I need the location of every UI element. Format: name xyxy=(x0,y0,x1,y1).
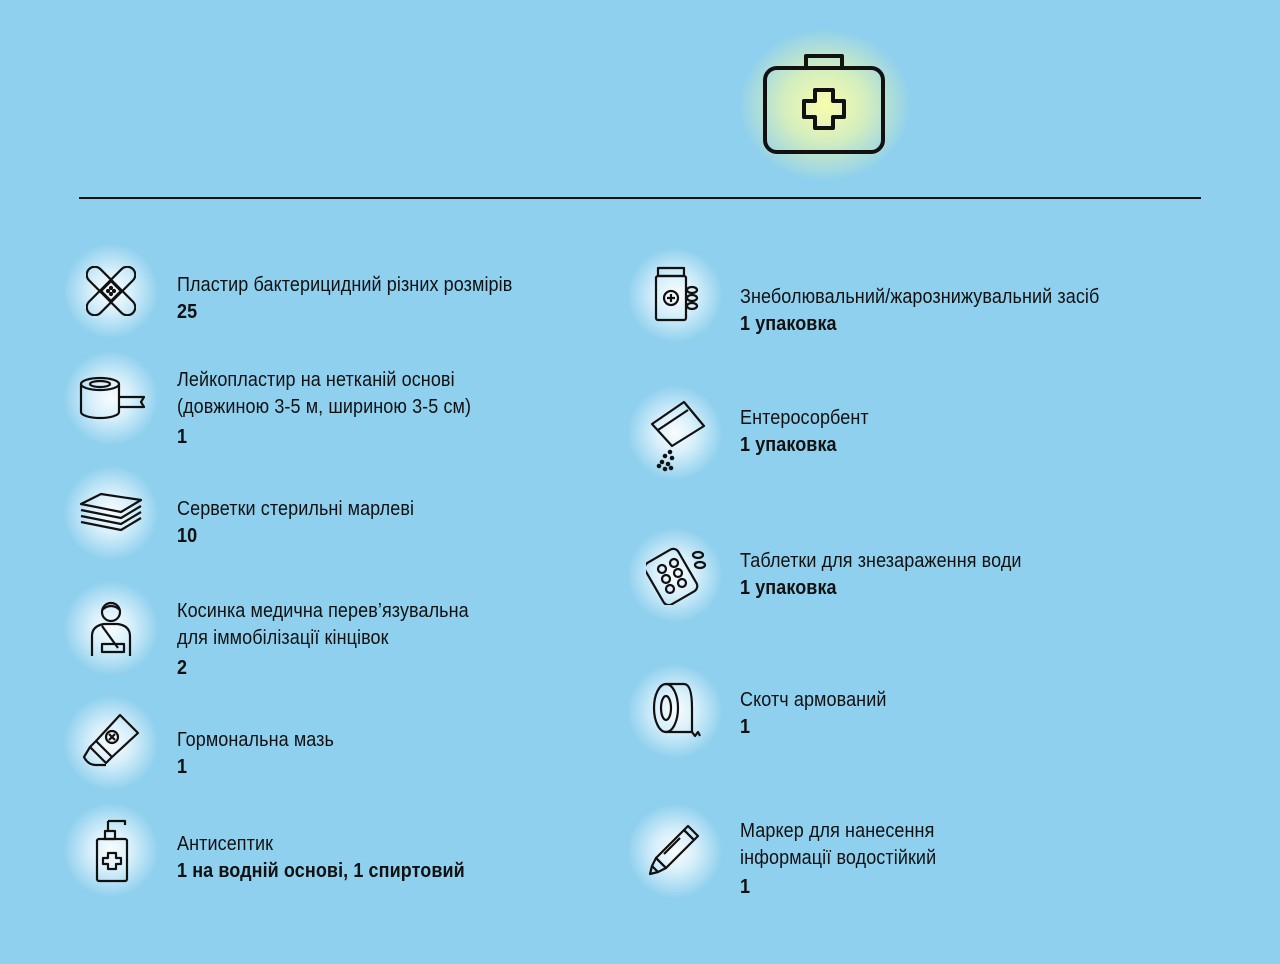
icon-glow xyxy=(63,580,159,676)
item-quantity: 1 xyxy=(177,756,188,778)
header-divider xyxy=(79,197,1201,199)
item-quantity: 1 упаковка xyxy=(740,577,837,599)
item-enterosorbent: Ентеросорбент 1 упаковка xyxy=(740,405,869,459)
item-quantity: 10 xyxy=(177,525,198,547)
item-label: для іммобілізації кінцівок xyxy=(177,627,389,649)
tablet-blister-icon xyxy=(646,545,708,605)
item-gauze-napkins: Серветки стерильні марлеві 10 xyxy=(177,496,414,550)
item-waterproof-marker: Маркер для нанесення інформації водостій… xyxy=(740,818,936,901)
item-water-tablets: Таблетки для знезараження води 1 упаковк… xyxy=(740,548,1022,602)
item-label: Ентеросорбент xyxy=(740,407,869,429)
item-quantity: 1 на водній основі, 1 спиртовий xyxy=(177,860,465,882)
item-label: (довжиною 3-5 м, шириною 3-5 см) xyxy=(177,396,472,418)
first-aid-kit-icon xyxy=(762,50,886,161)
item-quantity: 25 xyxy=(177,301,198,323)
item-label: Серветки стерильні марлеві xyxy=(177,498,415,520)
item-label: інформації водостійкий xyxy=(740,847,937,869)
icon-glow xyxy=(627,803,723,899)
powder-sachet-icon xyxy=(650,400,706,472)
icon-glow xyxy=(63,243,159,339)
ointment-tube-icon xyxy=(82,713,140,771)
antiseptic-bottle-icon xyxy=(95,819,129,883)
item-label: Маркер для нанесення xyxy=(740,820,935,842)
item-reinforced-tape: Скотч армований 1 xyxy=(740,687,887,741)
item-label: Лейкопластир на нетканій основі xyxy=(177,369,455,391)
icon-glow xyxy=(627,385,723,481)
item-quantity: 1 xyxy=(177,426,188,448)
adhesive-tape-roll-icon xyxy=(78,373,148,423)
item-antiseptic: Антисептик 1 на водній основі, 1 спиртов… xyxy=(177,831,465,885)
item-adhesive-plaster: Лейкопластир на нетканій основі (довжино… xyxy=(177,367,471,451)
item-label: Таблетки для знезараження води xyxy=(740,550,1022,572)
gauze-napkins-icon xyxy=(79,490,143,534)
item-label: Косинка медична перев’язувальна xyxy=(177,600,469,622)
duct-tape-icon xyxy=(652,682,702,738)
icon-glow xyxy=(627,663,723,759)
item-hormonal-ointment: Гормональна мазь 1 xyxy=(177,727,334,781)
item-label: Скотч армований xyxy=(740,689,887,711)
item-quantity: 1 xyxy=(740,716,751,738)
item-quantity: 1 упаковка xyxy=(740,313,837,335)
bandage-icon xyxy=(86,266,136,316)
pill-bottle-icon xyxy=(654,266,700,322)
item-medical-sling: Косинка медична перев’язувальна для іммо… xyxy=(177,598,469,682)
marker-pen-icon xyxy=(648,824,700,876)
item-painkiller: Знеболювальний/жарознижувальний засіб 1 … xyxy=(740,284,1099,338)
item-bacterial-plaster: Пластир бактерицидний різних розмірів 25 xyxy=(177,272,512,326)
item-label: Знеболювальний/жарознижувальний засіб xyxy=(740,286,1100,308)
arm-sling-icon xyxy=(88,600,134,658)
icon-glow xyxy=(627,247,723,343)
item-quantity: 1 xyxy=(740,876,751,898)
item-quantity: 1 упаковка xyxy=(740,434,837,456)
icon-glow xyxy=(63,465,159,561)
item-label: Антисептик xyxy=(177,833,274,855)
item-quantity: 2 xyxy=(177,657,188,679)
item-label: Гормональна мазь xyxy=(177,729,334,751)
item-label: Пластир бактерицидний різних розмірів xyxy=(177,274,513,296)
